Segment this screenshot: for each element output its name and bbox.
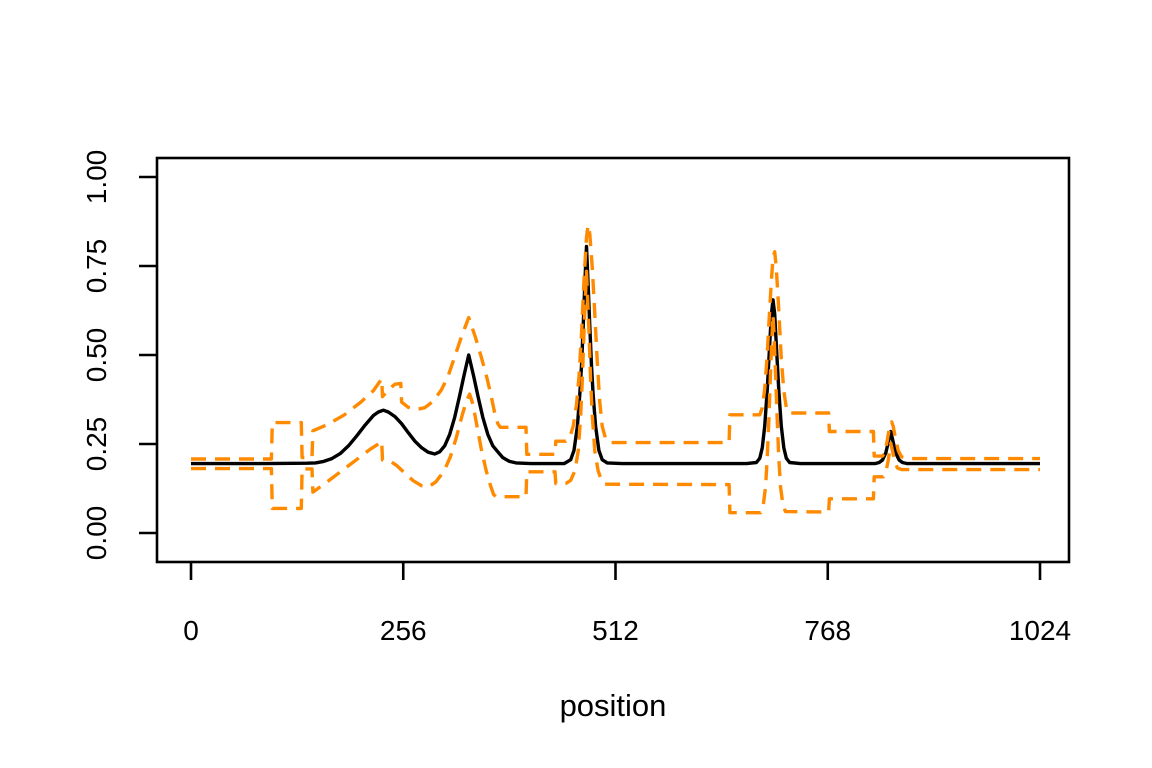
y-tick-label: 0.75	[81, 239, 112, 294]
y-tick-label: 1.00	[81, 150, 112, 205]
x-tick-label: 256	[380, 615, 427, 646]
x-axis: 0 256 512 768 1024	[183, 562, 1071, 646]
y-tick-label: 0.00	[81, 506, 112, 561]
y-tick-label: 0.25	[81, 417, 112, 472]
plot-border	[155, 156, 1071, 564]
y-tick-label: 0.50	[81, 328, 112, 383]
x-axis-title: position	[560, 688, 667, 723]
x-tick-label: 0	[183, 615, 199, 646]
upper-band-line	[191, 223, 1040, 461]
y-axis: 0.00 0.25 0.50 0.75 1.00	[81, 150, 157, 561]
lower-band-line	[191, 269, 1040, 515]
x-tick-label: 768	[804, 615, 851, 646]
mean-estimate-line	[191, 244, 1040, 466]
x-tick-label: 1024	[1009, 615, 1071, 646]
series-group	[191, 223, 1040, 515]
x-tick-label: 512	[592, 615, 639, 646]
